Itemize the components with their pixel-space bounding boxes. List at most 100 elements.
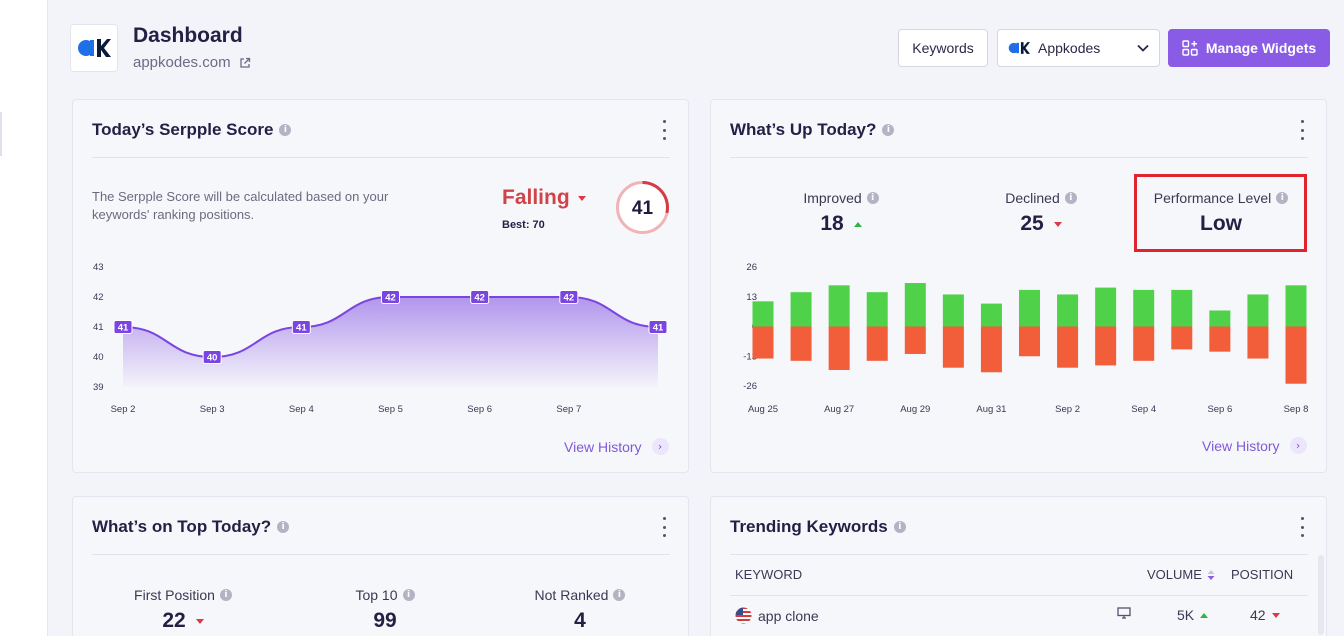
declined-bar <box>904 326 926 354</box>
project-logo <box>70 24 118 72</box>
data-point-marker <box>202 350 222 364</box>
y-tick-label: 26 <box>746 262 757 273</box>
down-arrow-icon <box>195 618 204 624</box>
y-tick-label: 43 <box>93 262 104 273</box>
manage-widgets-label: Manage Widgets <box>1205 40 1317 56</box>
column-header-keyword: KEYWORD <box>735 567 802 582</box>
info-icon[interactable]: i <box>279 124 292 136</box>
info-icon[interactable]: i <box>882 124 895 136</box>
volume-value: 5K <box>1177 607 1195 623</box>
info-icon[interactable]: i <box>1064 192 1077 204</box>
serpple-score-description: The Serpple Score will be calculated bas… <box>92 189 389 222</box>
x-tick-label: Sep 6 <box>1207 404 1232 415</box>
improved-bar <box>1095 287 1117 327</box>
declined-bar <box>1247 326 1269 359</box>
first-position-stat: First Position i 22 <box>113 587 253 633</box>
x-tick-label: Sep 5 <box>378 404 403 415</box>
down-arrow-icon <box>577 195 586 201</box>
performance-label: Performance Level <box>1153 190 1272 206</box>
manage-widgets-button[interactable]: Manage Widgets <box>1168 29 1330 67</box>
chevron-right-icon: › <box>1289 437 1307 454</box>
up-arrow-icon <box>1200 612 1209 618</box>
improved-bar <box>980 303 1002 327</box>
project-select[interactable]: Appkodes <box>997 29 1160 67</box>
x-tick-label: Sep 8 <box>1284 404 1309 415</box>
keywords-button[interactable]: Keywords <box>898 29 988 67</box>
info-icon[interactable]: i <box>402 589 415 601</box>
top-10-label: Top 10 <box>355 587 398 603</box>
performance-value: Low <box>1200 212 1242 235</box>
improved-bar <box>1285 285 1307 327</box>
whats-on-top-card: What’s on Top Today? i First Position i 2… <box>72 496 689 636</box>
improved-bar <box>790 292 812 327</box>
declined-bar <box>1095 326 1117 366</box>
sort-icon <box>1207 569 1215 580</box>
serpple-score-title: Today’s Serpple Score i <box>92 120 292 140</box>
info-icon[interactable]: i <box>1276 192 1289 204</box>
more-options-icon[interactable] <box>661 120 667 140</box>
not-ranked-value: 4 <box>574 609 586 632</box>
score-view-history-link[interactable]: View History › <box>564 438 669 455</box>
scrollbar[interactable] <box>1318 555 1324 635</box>
trending-keywords-card: Trending Keywords i KEYWORD VOLUME POSIT… <box>710 496 1327 636</box>
declined-bar <box>790 326 812 361</box>
chevron-down-icon <box>1137 44 1149 52</box>
page-title: Dashboard <box>133 24 243 47</box>
more-options-icon[interactable] <box>1299 120 1305 140</box>
y-tick-label: -26 <box>743 381 757 392</box>
more-options-icon[interactable] <box>1299 517 1305 537</box>
best-score: Best: 70 <box>502 219 545 231</box>
page-header: Dashboard appkodes.com Keywords Appkodes… <box>60 0 1344 96</box>
appkodes-logo-icon <box>78 39 111 57</box>
whats-up-view-history-link[interactable]: View History › <box>1202 437 1307 454</box>
project-domain-link[interactable]: appkodes.com <box>133 54 251 71</box>
performance-highlight-box <box>1134 174 1307 252</box>
x-tick-label: Sep 4 <box>1131 404 1156 415</box>
improved-bar <box>1247 294 1269 327</box>
card-divider <box>92 157 670 158</box>
data-point-marker <box>381 290 400 304</box>
score-area-fill <box>123 297 658 387</box>
y-tick-label: -13 <box>743 351 757 362</box>
volume-cell: 5K <box>1177 607 1209 623</box>
data-label: 40 <box>207 353 218 364</box>
info-icon[interactable]: i <box>893 521 906 533</box>
view-history-label: View History <box>564 438 642 455</box>
widgets-icon <box>1182 40 1198 56</box>
declined-bar <box>1209 326 1231 352</box>
more-options-icon[interactable] <box>661 517 667 537</box>
y-tick-label: 40 <box>93 352 104 363</box>
score-trend: Falling <box>502 186 586 210</box>
data-label: 42 <box>474 293 485 304</box>
chevron-right-icon: › <box>651 438 669 455</box>
declined-bar <box>1057 326 1079 368</box>
improved-bar <box>752 301 774 327</box>
improved-bar <box>1171 289 1193 327</box>
serpple-score-card: Today’s Serpple Score i The Serpple Scor… <box>72 99 689 473</box>
improved-bar <box>1133 289 1155 327</box>
table-header-divider <box>730 595 1308 596</box>
up-arrow-icon <box>853 221 862 227</box>
declined-bar <box>828 326 850 370</box>
declined-bar <box>980 326 1002 373</box>
volume-header-label: VOLUME <box>1147 567 1202 582</box>
improved-bar <box>1209 310 1231 327</box>
improved-bar <box>904 283 926 327</box>
position-cell: 42 <box>1250 607 1280 623</box>
declined-bar <box>1133 326 1155 361</box>
domain-text: appkodes.com <box>133 54 231 71</box>
whats-on-top-title: What’s on Top Today? i <box>92 517 290 537</box>
improved-value: 18 <box>820 212 844 235</box>
improved-stat: Improved i 18 <box>771 190 911 236</box>
performance-stat: Performance Level i Low <box>1136 190 1306 236</box>
x-tick-label: Sep 6 <box>467 404 492 415</box>
info-icon[interactable]: i <box>219 589 232 601</box>
appkodes-small-logo-icon <box>1008 42 1030 54</box>
table-row[interactable]: app clone <box>735 607 819 624</box>
info-icon[interactable]: i <box>277 521 290 533</box>
info-icon[interactable]: i <box>866 192 879 204</box>
x-tick-label: Aug 25 <box>748 404 778 415</box>
card-divider <box>92 554 670 555</box>
info-icon[interactable]: i <box>613 589 626 601</box>
column-header-volume[interactable]: VOLUME <box>1147 567 1215 582</box>
